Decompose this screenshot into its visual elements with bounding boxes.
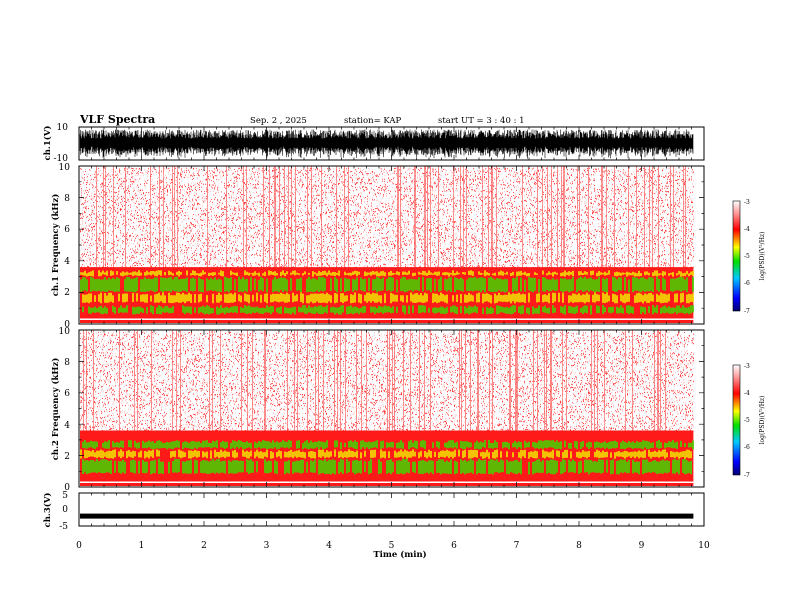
y-tick-marks xyxy=(79,165,704,325)
spectral-band-2 xyxy=(82,439,694,450)
low-freq-gap xyxy=(80,481,694,484)
ch1-ytick-bottom: -10 xyxy=(54,154,69,164)
x-tick-label: 6 xyxy=(451,541,457,551)
ch1-cb-tick-m5: -5 xyxy=(744,253,750,260)
ch1-waveform-trace xyxy=(79,129,694,159)
ch1-ytick-0: 0 xyxy=(64,320,70,330)
ch1-waveform-ylabel: ch.1(V) xyxy=(42,126,53,161)
x-tick-label: 10 xyxy=(698,541,710,551)
ch3-waveform-ticks xyxy=(78,493,705,526)
ch3-ytick-bottom: -5 xyxy=(59,522,68,532)
ch3-waveform-panel: 5 0 -5 ch.3(V) xyxy=(42,491,705,532)
x-tick-label: 4 xyxy=(326,541,332,551)
low-freq-gap xyxy=(80,318,694,320)
ch2-ytick-2: 2 xyxy=(64,452,70,462)
ch1-ytick-6: 6 xyxy=(64,225,70,235)
ch1-ytick-10: 10 xyxy=(59,163,71,173)
x-tick-label: 1 xyxy=(139,541,145,551)
ch2-spectrogram-panel: 0 2 4 6 8 10 ch.2 Frequency (kHz) -3 -4 … xyxy=(50,327,766,493)
x-tick-label: 5 xyxy=(389,541,395,551)
ch3-level-band xyxy=(80,513,694,519)
spectral-band-0 xyxy=(82,305,694,315)
ch2-cb-tick-m3: -3 xyxy=(744,363,750,370)
spectral-band-0 xyxy=(82,458,692,475)
ch1-ytick-top: 10 xyxy=(57,123,69,133)
figure-title: VLF Spectra xyxy=(79,113,155,126)
speckle-strong xyxy=(80,166,694,275)
x-tick-label: 0 xyxy=(76,541,82,551)
ch2-ytick-0: 0 xyxy=(64,483,70,493)
spectral-band-3 xyxy=(80,270,694,277)
ch1-spectrogram-cells xyxy=(80,166,694,323)
ch2-colorbar-label: log(PSD)(V²/Hz) xyxy=(759,396,766,445)
ch2-spectrogram-cells xyxy=(80,330,694,486)
spectral-band-1 xyxy=(80,449,692,459)
ch2-cb-tick-m7: -7 xyxy=(744,472,750,479)
spectral-band-1 xyxy=(82,292,694,304)
ch2-cb-tick-m5: -5 xyxy=(744,417,750,424)
ch2-cb-tick-m4: -4 xyxy=(744,390,750,397)
x-tick-marks xyxy=(78,127,705,160)
ch1-noise-line xyxy=(79,129,694,159)
ch3-waveform-frame xyxy=(78,492,705,527)
spectral-band-2 xyxy=(80,276,694,293)
speckle-light xyxy=(80,167,694,275)
ch3-waveform-ylabel: ch.3(V) xyxy=(42,493,53,528)
station-label: station= KAP xyxy=(344,116,402,126)
ch1-cb-tick-m4: -4 xyxy=(744,226,750,233)
x-tick-marks xyxy=(78,166,705,324)
ch1-ytick-4: 4 xyxy=(64,257,70,267)
x-tick-label: 8 xyxy=(576,541,582,551)
ch1-spectrogram-ticks xyxy=(78,165,705,325)
speckle-strong xyxy=(80,330,694,438)
x-axis-label: Time (min) xyxy=(373,549,426,560)
ch2-ytick-6: 6 xyxy=(64,389,70,399)
x-tick-label: 9 xyxy=(639,541,645,551)
ch2-ytick-8: 8 xyxy=(64,358,70,368)
ch2-spectrogram-ticks xyxy=(78,329,705,488)
ch2-cb-tick-m6: -6 xyxy=(744,444,750,451)
ch1-spectrogram-panel: 0 2 4 6 8 10 ch.1 Frequency (kHz) -3 -4 … xyxy=(50,163,766,330)
ch1-cb-tick-m6: -6 xyxy=(744,280,750,287)
ch1-spectrogram-ylabel: ch.1 Frequency (kHz) xyxy=(50,194,61,297)
ch1-cb-tick-m7: -7 xyxy=(744,308,750,315)
x-tick-marks xyxy=(78,493,705,526)
x-tick-marks xyxy=(78,330,705,487)
ch1-ytick-2: 2 xyxy=(64,288,70,298)
ch2-spectrogram-ylabel: ch.2 Frequency (kHz) xyxy=(50,358,61,461)
ch1-cb-tick-m3: -3 xyxy=(744,199,750,206)
start-time-label: start UT = 3 : 40 : 1 xyxy=(438,116,525,126)
ch1-colorbar xyxy=(732,200,741,312)
low-freq-red-band xyxy=(80,430,694,486)
x-tick-label: 7 xyxy=(514,541,520,551)
ch2-ytick-10: 10 xyxy=(59,327,71,337)
ch1-colorbar-label: log(PSD)(V²/Hz) xyxy=(759,232,766,281)
y-tick-marks xyxy=(79,329,704,488)
date-label: Sep. 2 , 2025 xyxy=(250,116,307,126)
ch2-ytick-4: 4 xyxy=(64,421,70,431)
ch1-waveform-ticks xyxy=(78,127,705,160)
ch3-waveform-trace xyxy=(80,513,694,519)
x-tick-label: 2 xyxy=(201,541,207,551)
ch3-ytick-top: 5 xyxy=(62,491,68,501)
x-tick-label: 3 xyxy=(264,541,270,551)
ch3-ytick-mid: 0 xyxy=(62,505,68,515)
ch1-waveform-panel: 10 -10 ch.1(V) xyxy=(42,123,705,164)
ch1-ytick-8: 8 xyxy=(64,194,70,204)
ch2-colorbar xyxy=(732,364,741,476)
x-axis-ticklabels: 0 1 2 3 4 5 6 7 8 9 10 xyxy=(76,541,710,551)
